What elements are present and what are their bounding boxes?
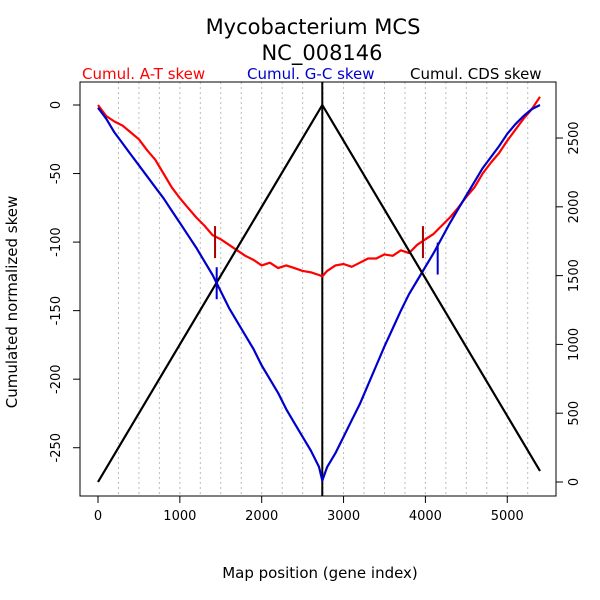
y-right-tick-label: 2500	[567, 121, 582, 154]
x-tick-label: 1000	[163, 509, 196, 524]
y-left-tick-label: -200	[49, 364, 64, 394]
legend-cds-skew: Cumul. CDS skew	[410, 65, 542, 83]
y-right-tick-label: 2000	[567, 190, 582, 223]
chart-title: Mycobacterium MCS	[206, 15, 421, 39]
series-layer	[97, 82, 541, 496]
chart-subtitle: NC_008146	[261, 41, 382, 66]
y-right-tick-label: 500	[567, 401, 582, 426]
x-tick-label: 0	[94, 509, 102, 524]
y-left-tick-label: -50	[49, 163, 64, 184]
x-tick-label: 4000	[409, 509, 442, 524]
y-left-tick-label: -250	[49, 433, 64, 463]
y-axis-label: Cumulated normalized skew	[3, 196, 21, 408]
y-right-tick-label: 1000	[567, 328, 582, 361]
y-axis-left: 0 -50 -100 -150 -200 -250	[49, 101, 80, 463]
legend-gc-skew: Cumul. G-C skew	[247, 65, 375, 83]
y-left-tick-label: -150	[49, 296, 64, 326]
marker-layer	[214, 226, 439, 300]
series-line-at-skew	[97, 96, 541, 278]
x-tick-label: 3000	[327, 509, 360, 524]
y-left-tick-label: -100	[49, 227, 64, 257]
legend-at-skew: Cumul. A-T skew	[82, 65, 205, 83]
x-tick-label: 2000	[245, 509, 278, 524]
x-tick-label: 5000	[491, 509, 524, 524]
series-line-gc-skew	[97, 104, 541, 482]
y-axis-right: 0 500 1000 1500 2000 2500	[556, 121, 582, 486]
x-grid	[117, 82, 529, 496]
x-axis: 0 1000 2000 3000 4000 5000	[94, 496, 524, 524]
x-axis-label: Map position (gene index)	[222, 564, 418, 582]
series-line-cds-skew	[97, 103, 541, 483]
y-right-tick-label: 0	[567, 478, 582, 486]
plot-frame	[79, 81, 557, 497]
y-right-tick-label: 1500	[567, 259, 582, 292]
y-left-tick-label: 0	[49, 101, 64, 109]
